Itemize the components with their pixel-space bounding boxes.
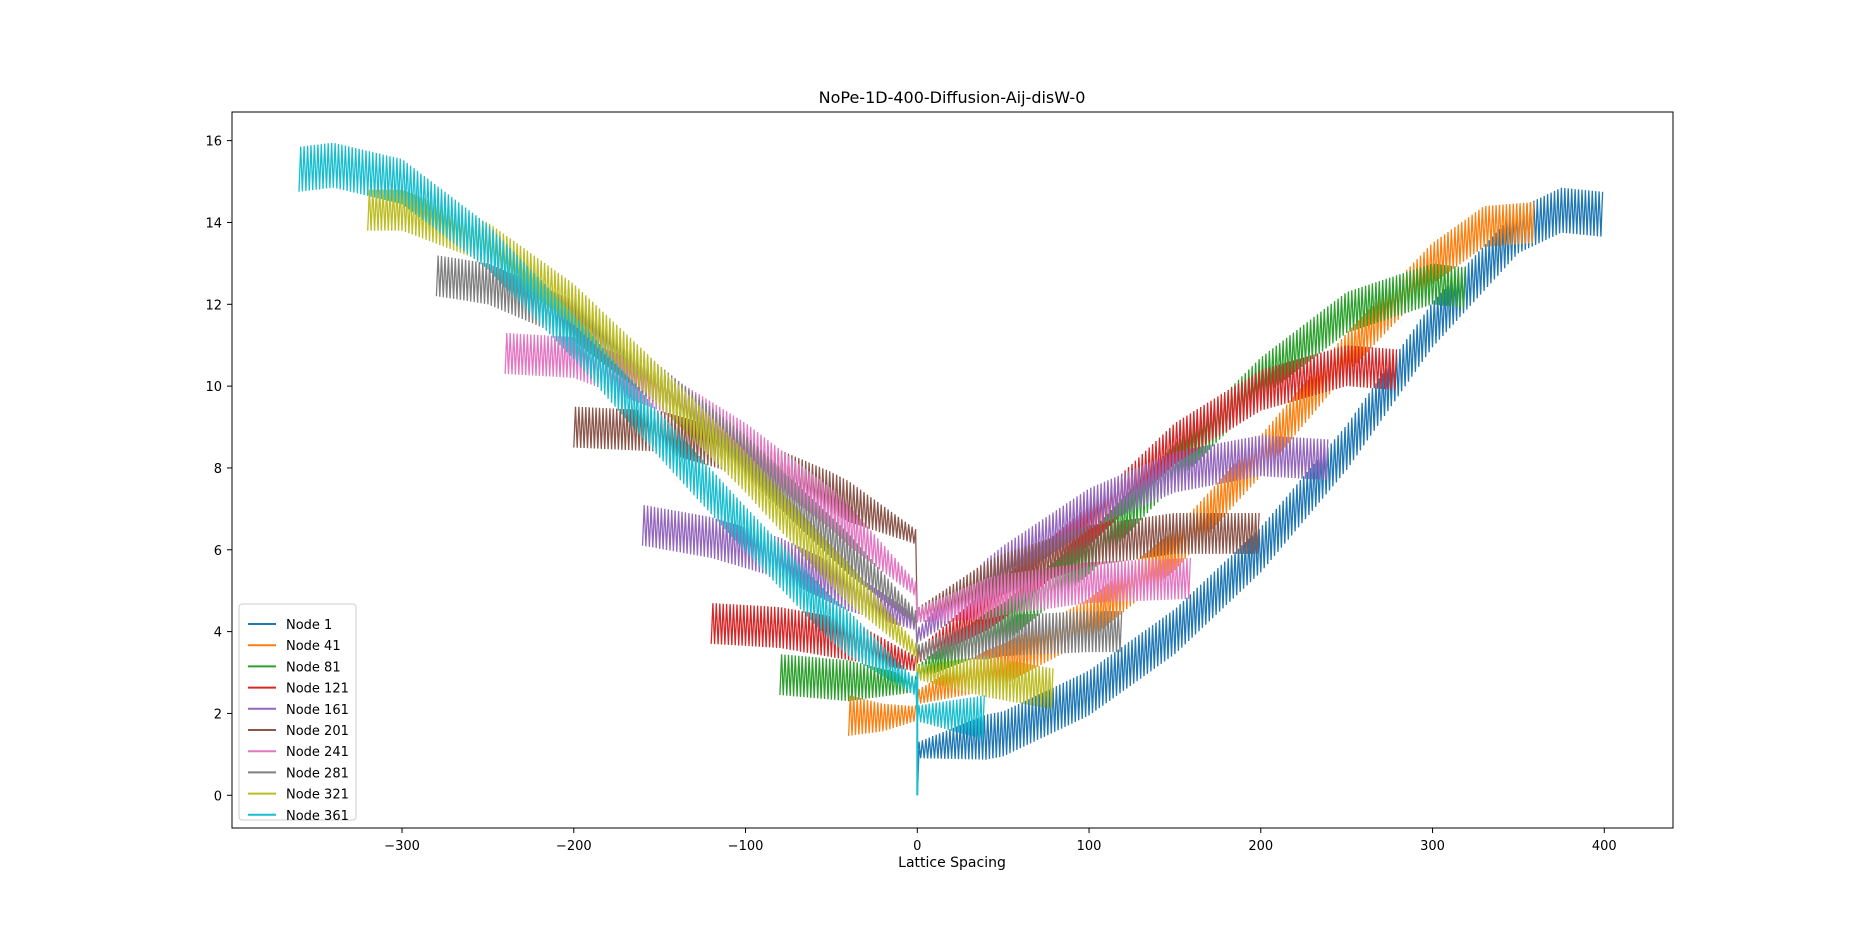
y-tick-label: 14 — [205, 216, 222, 231]
y-tick-label: 0 — [214, 789, 222, 804]
legend: Node 1 Node 41 Node 81 Node 121 Node 161 Node… — [238, 603, 357, 824]
x-tick-label: 300 — [1420, 839, 1445, 854]
x-tick-label: −300 — [384, 839, 420, 854]
x-tick-label: 400 — [1592, 839, 1617, 854]
y-tick-label: 10 — [205, 380, 222, 395]
legend-label: Node 121 — [286, 682, 349, 697]
series-layer — [298, 142, 1604, 796]
legend-label: Node 321 — [286, 788, 349, 803]
plot-frame — [231, 111, 1674, 829]
chart-title: NoPe-1D-400-Diffusion-Aij-disW-0 — [819, 88, 1086, 107]
legend-frame — [238, 603, 357, 821]
series-line-node-1 — [916, 187, 1604, 796]
x-tick-label: −200 — [556, 839, 592, 854]
legend-label: Node 41 — [286, 639, 341, 654]
x-axis: −300 −200 −100 0 100 200 300 400 — [384, 828, 1617, 854]
x-tick-label: −100 — [728, 839, 764, 854]
y-tick-label: 2 — [214, 707, 222, 722]
legend-label: Node 161 — [286, 703, 349, 718]
y-tick-label: 12 — [205, 298, 222, 313]
series-line-node-361 — [298, 142, 985, 740]
legend-label: Node 361 — [286, 809, 349, 824]
legend-label: Node 241 — [286, 745, 349, 760]
legend-label: Node 81 — [286, 660, 341, 675]
legend-label: Node 1 — [286, 618, 332, 633]
x-axis-label: Lattice Spacing — [898, 855, 1006, 871]
series-line-node-81 — [779, 263, 1466, 702]
y-tick-label: 4 — [214, 626, 222, 641]
x-tick-label: 200 — [1248, 839, 1273, 854]
y-axis: 0 2 4 6 8 10 12 14 16 — [205, 135, 232, 804]
series-line-node-201 — [573, 406, 1260, 623]
y-tick-label: 6 — [214, 544, 222, 559]
y-tick-label: 16 — [205, 135, 222, 150]
legend-label: Node 201 — [286, 724, 349, 739]
y-tick-label: 8 — [214, 462, 222, 477]
legend-label: Node 281 — [286, 766, 349, 781]
x-tick-label: 0 — [913, 839, 921, 854]
x-tick-label: 100 — [1077, 839, 1102, 854]
